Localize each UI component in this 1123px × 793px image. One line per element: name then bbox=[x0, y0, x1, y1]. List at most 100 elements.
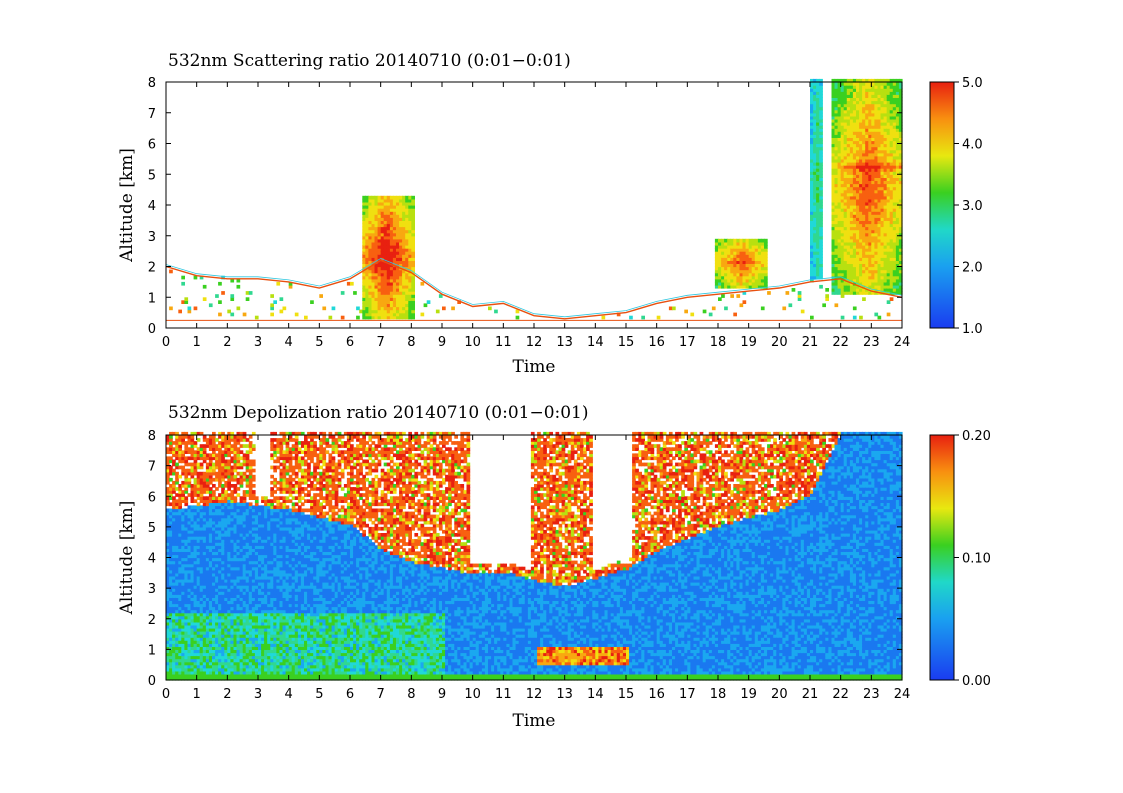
heatmap-cell bbox=[365, 214, 369, 218]
heatmap-cell bbox=[810, 106, 814, 111]
heatmap-cell bbox=[831, 103, 836, 108]
heatmap-cell bbox=[371, 288, 376, 292]
heatmap-cell bbox=[386, 284, 391, 289]
heatmap-cell bbox=[389, 205, 394, 209]
heatmap-cell bbox=[273, 300, 277, 304]
heatmap-cell bbox=[810, 134, 814, 138]
heatmap-cell bbox=[831, 223, 836, 228]
heatmap-cell bbox=[813, 137, 817, 142]
heatmap-cell bbox=[181, 300, 185, 304]
heatmap-cell bbox=[834, 284, 839, 289]
heatmap-cell bbox=[374, 291, 379, 295]
heatmap-cell bbox=[730, 278, 734, 283]
heatmap-cell bbox=[396, 198, 400, 203]
heatmap-cell bbox=[368, 272, 373, 277]
heatmap-cell bbox=[714, 257, 719, 261]
heatmap-cell bbox=[368, 241, 373, 246]
y-axis-label: Altitude [km] bbox=[117, 148, 137, 263]
heatmap-cell bbox=[810, 257, 814, 261]
heatmap-cell bbox=[389, 226, 394, 231]
heatmap-cell bbox=[383, 263, 388, 268]
heatmap-cell bbox=[396, 303, 400, 308]
heatmap-cell bbox=[402, 315, 406, 320]
heatmap-cell bbox=[733, 245, 737, 249]
heatmap-cell bbox=[819, 226, 823, 231]
heatmap-cell bbox=[831, 85, 836, 89]
heatmap-cell bbox=[386, 198, 391, 203]
heatmap-cell bbox=[392, 309, 397, 314]
heatmap-cell bbox=[362, 223, 366, 228]
heatmap-cell bbox=[383, 300, 388, 304]
heatmap-cell bbox=[405, 297, 409, 301]
heatmap-cell bbox=[840, 263, 845, 268]
heatmap-cell bbox=[840, 284, 845, 289]
heatmap-cell bbox=[383, 281, 388, 286]
heatmap-cell bbox=[819, 91, 823, 95]
heatmap-cell bbox=[754, 241, 759, 246]
heatmap-cell bbox=[389, 201, 394, 206]
heatmap-cell bbox=[757, 278, 762, 283]
heatmap-cell bbox=[733, 266, 737, 271]
heatmap-cell bbox=[751, 248, 756, 252]
heatmap-cell bbox=[813, 128, 817, 132]
heatmap-cell bbox=[721, 284, 725, 289]
heatmap-cell bbox=[405, 254, 409, 258]
heatmap-cell bbox=[834, 260, 839, 264]
y-tick-label: 6 bbox=[148, 138, 156, 153]
heatmap-cell bbox=[405, 306, 409, 311]
heatmap-cell bbox=[442, 306, 446, 311]
heatmap-cell bbox=[810, 205, 814, 209]
heatmap-cell bbox=[748, 254, 753, 258]
heatmap-cell bbox=[402, 198, 406, 203]
heatmap-cell bbox=[368, 251, 373, 255]
heatmap-cell bbox=[374, 195, 379, 200]
heatmap-cell bbox=[377, 260, 382, 264]
heatmap-cell bbox=[831, 183, 836, 188]
heatmap-cell bbox=[408, 309, 412, 314]
heatmap-cell bbox=[837, 198, 842, 203]
heatmap-cell bbox=[365, 309, 369, 314]
heatmap-cell bbox=[402, 195, 406, 200]
heatmap-cell bbox=[457, 300, 461, 304]
heatmap-cell bbox=[764, 245, 768, 249]
heatmap-cell bbox=[834, 140, 839, 145]
heatmap-cell bbox=[386, 269, 391, 274]
heatmap-cell bbox=[353, 291, 357, 295]
heatmap-cell bbox=[396, 278, 400, 283]
heatmap-cell bbox=[819, 158, 823, 163]
heatmap-cell bbox=[736, 275, 741, 280]
y-tick-label: 2 bbox=[148, 261, 156, 276]
heatmap-cell bbox=[757, 251, 762, 255]
heatmap-cell bbox=[714, 241, 719, 246]
heatmap-cell bbox=[831, 171, 836, 175]
heatmap-cell bbox=[199, 275, 204, 280]
heatmap-cell bbox=[837, 112, 842, 117]
heatmap-cell bbox=[816, 122, 820, 126]
heatmap-cell bbox=[396, 275, 400, 280]
heatmap-cell bbox=[837, 168, 842, 172]
heatmap-cell bbox=[813, 201, 817, 206]
heatmap-cell bbox=[392, 272, 397, 277]
heatmap-cell bbox=[389, 266, 394, 271]
heatmap-cell bbox=[383, 284, 388, 289]
heatmap-cell bbox=[365, 195, 369, 200]
heatmap-cell bbox=[831, 278, 836, 283]
heatmap-cell bbox=[739, 272, 744, 277]
heatmap-cell bbox=[380, 312, 385, 317]
heatmap-cell bbox=[721, 294, 725, 298]
heatmap-cell bbox=[760, 238, 765, 243]
heatmap-cell bbox=[399, 303, 403, 308]
heatmap-cell bbox=[392, 300, 397, 304]
heatmap-cell bbox=[813, 106, 817, 111]
heatmap-cell bbox=[819, 260, 823, 264]
heatmap-cell bbox=[383, 297, 388, 301]
heatmap-cell bbox=[810, 183, 814, 188]
heatmap-cell bbox=[362, 278, 366, 283]
heatmap-cell bbox=[362, 269, 366, 274]
heatmap-cell bbox=[813, 192, 817, 197]
heatmap-cell bbox=[399, 294, 403, 298]
heatmap-cell bbox=[405, 303, 409, 308]
heatmap-cell bbox=[371, 269, 376, 274]
heatmap-cell bbox=[727, 260, 731, 264]
heatmap-cell bbox=[754, 269, 759, 274]
